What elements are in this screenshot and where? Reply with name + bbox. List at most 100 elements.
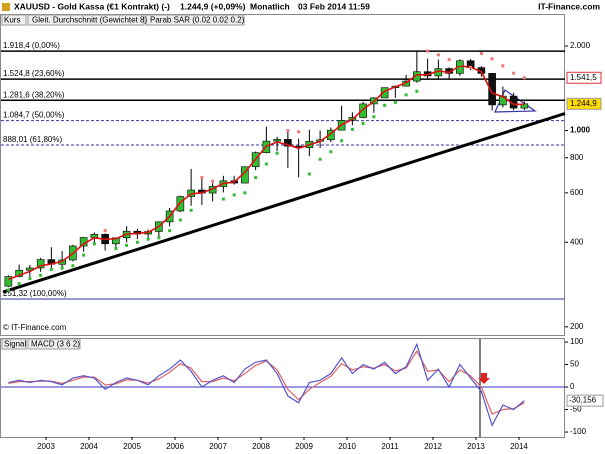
legend-label: Signal bbox=[4, 340, 26, 349]
sar-dot bbox=[447, 58, 451, 62]
sar-dot bbox=[522, 76, 526, 80]
legend-box bbox=[27, 14, 145, 26]
sar-dot bbox=[254, 176, 258, 180]
wma-line bbox=[8, 65, 525, 281]
sar-dot bbox=[286, 129, 290, 133]
price-box-label: 1.541,5 bbox=[570, 73, 597, 82]
fib-label: 888,01 (61,80%) bbox=[3, 135, 62, 144]
fib-label: 1.918,4 (0,00%) bbox=[3, 41, 60, 50]
sar-dot bbox=[243, 191, 247, 195]
sar-dot bbox=[361, 121, 365, 125]
trendline bbox=[2, 112, 566, 294]
sar-dot bbox=[114, 247, 118, 251]
sar-dot bbox=[157, 236, 161, 240]
macd-panel bbox=[0, 338, 565, 438]
price-box-label: 1.244,9 bbox=[570, 99, 597, 108]
y-tick-label: 400 bbox=[570, 237, 584, 246]
sar-dot bbox=[49, 267, 53, 271]
candle-body bbox=[284, 139, 292, 147]
fib-label: 1.084,7 (50,00%) bbox=[3, 111, 65, 120]
x-tick-label: 2007 bbox=[209, 442, 227, 451]
sar-dot bbox=[92, 242, 96, 246]
y-tick-label: 1.000 bbox=[570, 126, 591, 135]
legend-box bbox=[1, 14, 27, 26]
sar-dot bbox=[329, 150, 333, 154]
sar-dot bbox=[318, 157, 322, 161]
y-tick-label: -50 bbox=[570, 405, 582, 414]
sar-dot bbox=[189, 208, 193, 212]
sar-dot bbox=[28, 277, 32, 281]
value-box bbox=[566, 394, 604, 407]
sar-dot bbox=[221, 197, 225, 201]
sar-dot bbox=[103, 229, 107, 233]
legend-label: Gleit. Durchschnitt (Gewichtet 8) bbox=[32, 16, 147, 25]
legend-label: MACD (3 6 2) bbox=[31, 340, 80, 349]
y-tick-label: 100 bbox=[570, 337, 584, 346]
sar-dot bbox=[383, 103, 387, 107]
sar-dot bbox=[264, 162, 268, 166]
legend-candle: Kurs bbox=[4, 16, 20, 25]
x-tick-label: 2009 bbox=[295, 442, 313, 451]
fib-label: 251,32 (100,00%) bbox=[3, 289, 67, 298]
sar-dot bbox=[71, 264, 75, 268]
sar-dot bbox=[146, 237, 150, 241]
sar-dot bbox=[350, 127, 354, 131]
sar-dot bbox=[211, 179, 215, 183]
sar-dot bbox=[178, 218, 182, 222]
y-tick-label: 600 bbox=[570, 188, 584, 197]
x-tick-label: 2003 bbox=[37, 442, 55, 451]
x-tick-label: 2013 bbox=[467, 442, 485, 451]
sar-dot bbox=[415, 89, 419, 93]
x-tick-label: 2011 bbox=[381, 442, 399, 451]
y-tick-label: 2.000 bbox=[570, 41, 591, 50]
sar-dot bbox=[393, 100, 397, 104]
candle-body bbox=[488, 73, 496, 106]
marker-arrow bbox=[478, 373, 490, 384]
candle-body bbox=[176, 196, 185, 212]
sar-dot bbox=[436, 53, 440, 57]
sar-dot bbox=[404, 93, 408, 97]
y-tick-label: 800 bbox=[570, 153, 584, 162]
sar-dot bbox=[17, 282, 21, 286]
x-tick-label: 2006 bbox=[166, 442, 184, 451]
sar-dot bbox=[340, 139, 344, 143]
sar-dot bbox=[426, 49, 430, 53]
price: 1.244,9 (+0,09%) bbox=[180, 1, 246, 11]
price-box bbox=[566, 97, 602, 110]
value-box-label: -30,156 bbox=[569, 396, 597, 405]
sar-dot bbox=[82, 253, 86, 257]
sar-dot bbox=[135, 240, 139, 244]
sar-dot bbox=[307, 172, 311, 176]
legend-box bbox=[145, 14, 245, 26]
sar-dot bbox=[469, 65, 473, 69]
x-tick-label: 2014 bbox=[510, 442, 528, 451]
candle-body bbox=[327, 129, 335, 141]
candle-body bbox=[112, 237, 120, 245]
fib-label: 1.524,8 (23,60%) bbox=[3, 69, 65, 78]
y-tick-label: -100 bbox=[570, 427, 587, 436]
candle-body bbox=[359, 103, 367, 118]
sar-dot bbox=[39, 273, 43, 277]
gold-icon bbox=[2, 3, 10, 11]
sar-dot bbox=[6, 288, 10, 292]
sar-dot bbox=[458, 62, 462, 66]
sar-dot bbox=[512, 71, 516, 75]
legend-label: Parab SAR (0.02 0.02 0.2) bbox=[150, 16, 245, 25]
candle-body bbox=[273, 139, 281, 142]
date: 03 Feb 2014 11:59 bbox=[298, 1, 370, 11]
watermark: © IT-Finance.com bbox=[3, 323, 67, 332]
fib-label: 1.281,6 (38,20%) bbox=[3, 90, 65, 99]
sar-dot bbox=[200, 176, 204, 180]
y-tick-label: 200 bbox=[570, 322, 584, 331]
price-box bbox=[566, 71, 602, 84]
sar-dot bbox=[501, 64, 505, 68]
legend-box bbox=[1, 338, 27, 350]
title: XAUUSD - Gold Kassa (€1 Kontrakt) (-) bbox=[14, 1, 170, 11]
sar-dot bbox=[168, 229, 172, 233]
sar-dot bbox=[232, 193, 236, 197]
brand: IT-Finance.com bbox=[538, 1, 600, 11]
sar-dot bbox=[125, 243, 129, 247]
x-tick-label: 2004 bbox=[80, 442, 98, 451]
